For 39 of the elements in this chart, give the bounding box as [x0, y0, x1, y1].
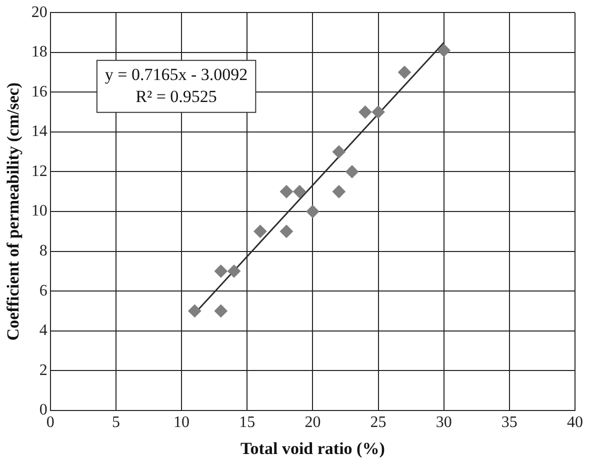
point: [214, 264, 228, 278]
point: [228, 264, 241, 278]
y-tick-label: 14: [31, 123, 48, 140]
point: [188, 304, 202, 318]
point: [358, 106, 372, 119]
point: [346, 165, 359, 178]
y-tick-label: 20: [31, 4, 48, 21]
point: [437, 44, 450, 57]
x-tick-label: 25: [370, 414, 386, 432]
x-tick-label: 35: [501, 414, 518, 432]
point: [280, 224, 293, 238]
point: [214, 304, 228, 318]
point: [254, 224, 267, 238]
y-tick-label: 0: [39, 402, 48, 419]
point: [332, 185, 346, 198]
y-tick-label: 6: [39, 282, 48, 300]
y-tick-label: 10: [31, 202, 48, 220]
y-tick-label: 16: [31, 83, 48, 100]
point: [398, 66, 412, 79]
point: [372, 106, 385, 119]
y-axis-title: Coefficient of permeability (cm/sec): [4, 82, 23, 341]
x-tick-label: 30: [436, 414, 452, 432]
y-tick-label: 18: [31, 44, 48, 61]
point: [332, 145, 346, 158]
y-tick-label: 12: [31, 162, 48, 180]
point: [293, 185, 306, 198]
y-tick-label: 8: [39, 242, 48, 260]
x-tick-label: 10: [174, 414, 190, 432]
x-axis-title: Total void ratio (%): [240, 439, 385, 458]
annotation: R² = 0.9525: [136, 86, 217, 106]
x-tick-label: 5: [112, 414, 120, 432]
point: [306, 205, 320, 218]
annotation: y = 0.7165x - 3.0092: [104, 64, 248, 84]
x-tick-label: 15: [239, 414, 256, 432]
y-tick-label: 4: [39, 322, 48, 340]
y-tick-label: 2: [39, 362, 48, 379]
x-tick-label: 40: [567, 414, 583, 432]
x-tick-label: 20: [304, 414, 321, 432]
point: [280, 185, 293, 198]
